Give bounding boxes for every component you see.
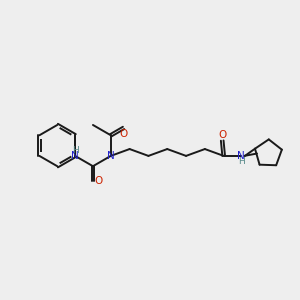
Text: N: N (238, 151, 245, 161)
Text: N: N (71, 151, 79, 161)
Text: O: O (119, 129, 128, 139)
Text: N: N (107, 151, 115, 161)
Text: H: H (72, 146, 79, 155)
Text: H: H (238, 157, 245, 166)
Text: O: O (94, 176, 102, 186)
Text: O: O (218, 130, 226, 140)
